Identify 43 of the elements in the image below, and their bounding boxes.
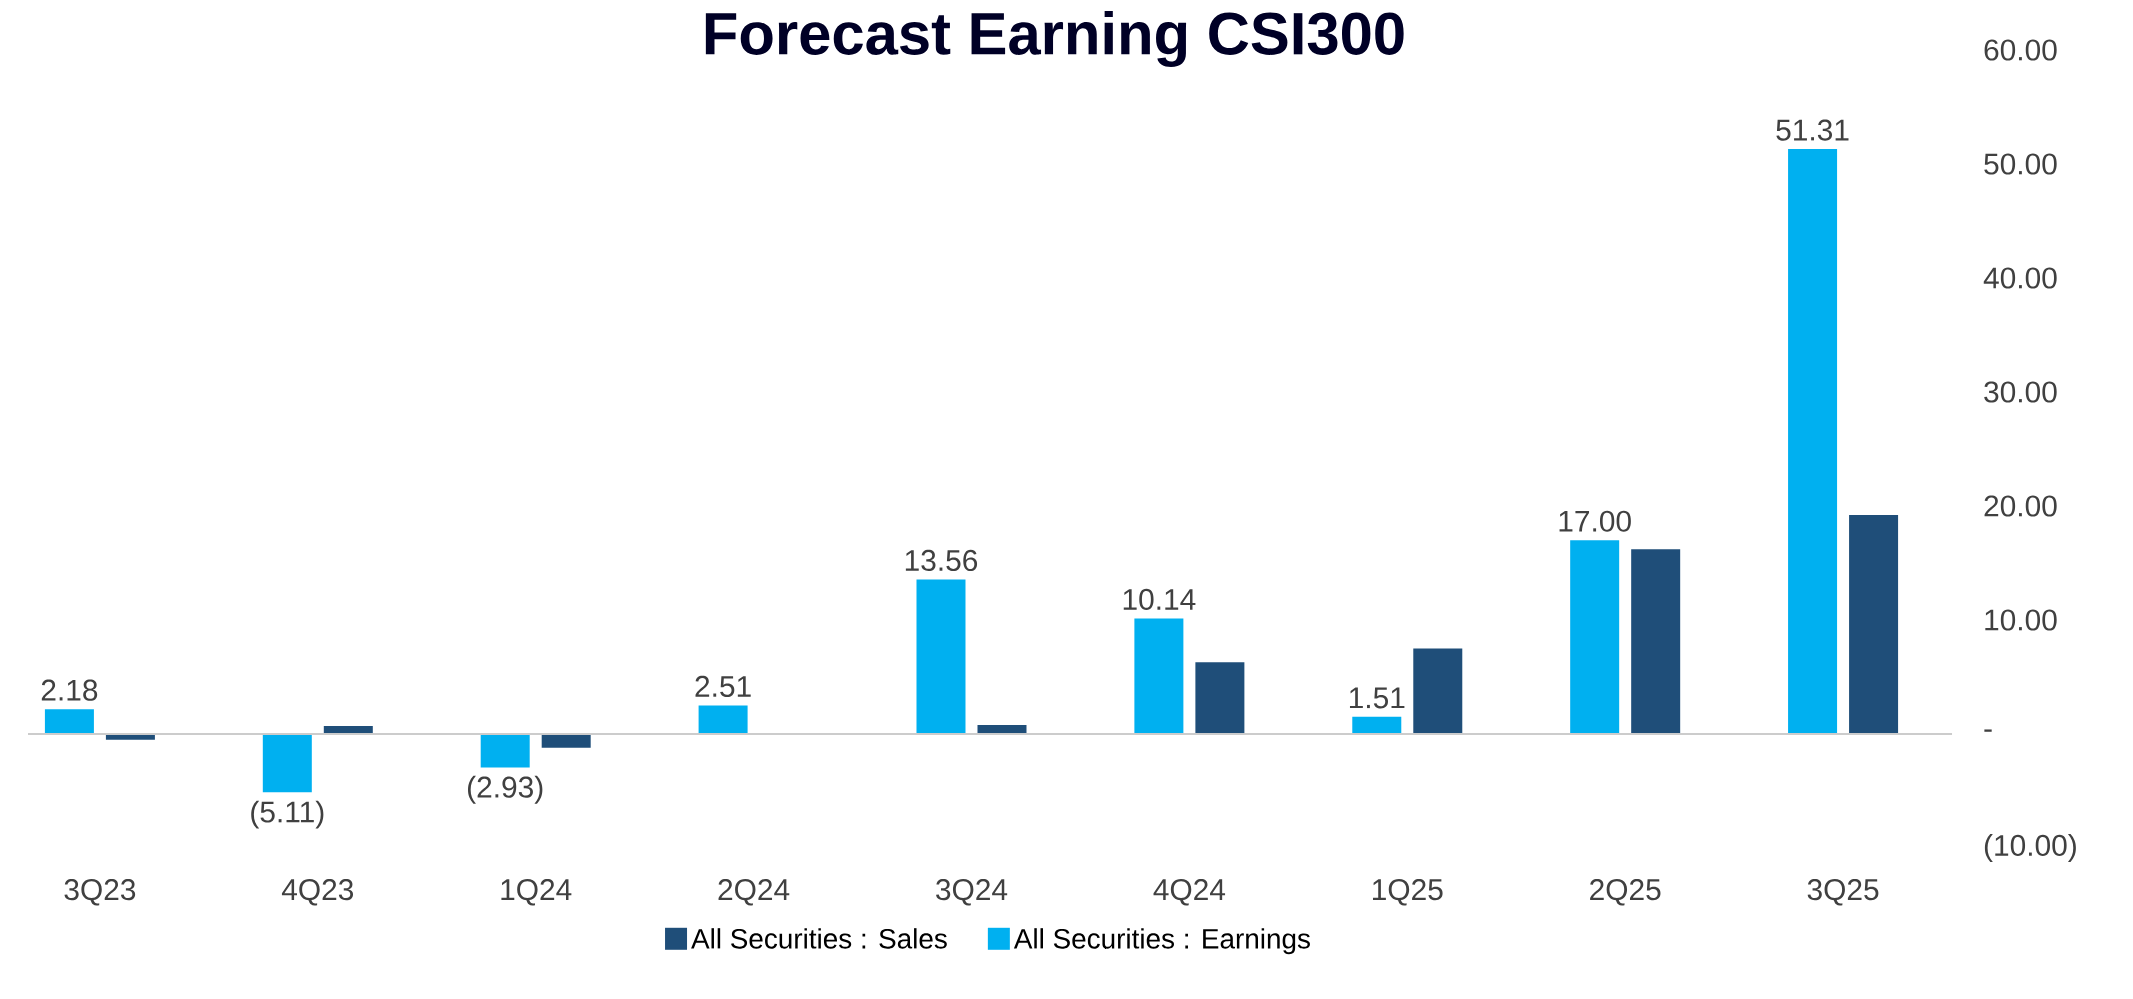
bar xyxy=(916,579,966,734)
bar xyxy=(1195,662,1245,734)
data-label: 10.14 xyxy=(1123,588,1196,610)
y-tick-label: 50.00 xyxy=(1984,153,2057,175)
x-tick-label: 2Q24 xyxy=(718,879,790,906)
data-label: 2.18 xyxy=(41,679,98,701)
y-tick-label: 40.00 xyxy=(1983,267,2057,289)
y-tick-label: 10.00 xyxy=(1985,609,2057,631)
data-label: 51.31 xyxy=(1776,119,1849,141)
bar xyxy=(1570,540,1620,734)
bar xyxy=(1134,618,1184,734)
bar xyxy=(44,709,94,734)
data-label: 2.51 xyxy=(695,675,751,697)
data-label: (2.93) xyxy=(468,775,543,804)
y-tick-label: - xyxy=(1984,729,1992,732)
bar xyxy=(1849,515,1899,734)
y-tick-label: 30.00 xyxy=(1984,381,2057,403)
x-tick-label: 3Q25 xyxy=(1807,879,1879,906)
bar xyxy=(480,734,530,768)
data-label: 1.51 xyxy=(1349,687,1405,709)
x-tick-label: 1Q24 xyxy=(501,879,572,906)
chart-title: Forecast Earning CSI300 xyxy=(705,11,1404,67)
bar xyxy=(1413,648,1463,734)
y-tick-label: 20.00 xyxy=(1984,495,2057,517)
data-label: 17.00 xyxy=(1559,510,1631,532)
x-tick-label: 4Q24 xyxy=(1153,879,1226,906)
x-tick-label: 4Q23 xyxy=(281,879,354,906)
bar xyxy=(262,734,312,793)
bar xyxy=(1631,549,1681,734)
y-tick-label: (10.00) xyxy=(1984,834,2076,862)
bar xyxy=(698,705,748,734)
y-tick-label: 60.00 xyxy=(1984,39,2057,61)
legend-label: All Securities : Earnings xyxy=(1013,928,1310,955)
x-tick-label: 1Q25 xyxy=(1373,879,1443,906)
data-label: 13.56 xyxy=(905,549,978,572)
x-tick-label: 2Q25 xyxy=(1590,879,1661,906)
data-label: (5.11) xyxy=(251,800,324,829)
x-tick-label: 3Q24 xyxy=(936,879,1008,906)
legend-label: All Securities : Sales xyxy=(691,928,947,949)
bar xyxy=(541,734,591,748)
bar xyxy=(1788,149,1838,734)
x-tick-label: 3Q23 xyxy=(64,879,136,906)
bar xyxy=(1352,716,1402,734)
